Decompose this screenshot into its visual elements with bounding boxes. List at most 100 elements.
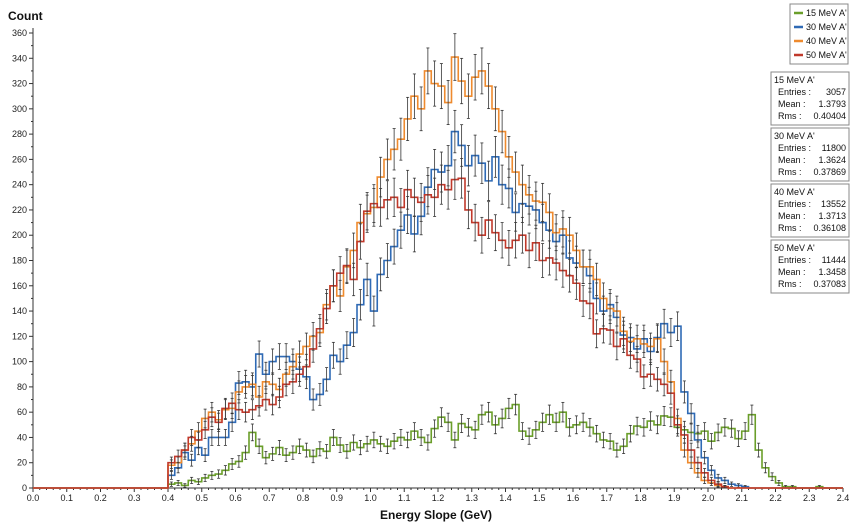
error-bar	[183, 483, 187, 488]
error-bar	[716, 473, 720, 482]
error-bar	[473, 54, 477, 101]
x-tick-label: 0.3	[128, 493, 141, 503]
error-bar	[527, 427, 531, 445]
y-tick-label: 180	[12, 256, 27, 266]
error-bar	[635, 345, 639, 373]
error-bar	[601, 282, 605, 315]
y-tick-label: 160	[12, 281, 27, 291]
stats-box-border	[770, 239, 850, 294]
error-bar	[257, 395, 261, 417]
error-bar	[277, 343, 281, 370]
stats-box-border	[770, 127, 850, 182]
error-bar	[568, 216, 572, 254]
x-tick-label: 1.2	[432, 493, 445, 503]
error-bar	[642, 364, 646, 390]
error-bar	[345, 444, 349, 459]
error-bar	[325, 293, 329, 324]
stats-mean-label: Mean :	[778, 211, 806, 221]
error-bar	[271, 393, 275, 416]
error-bar	[358, 289, 362, 321]
error-bar	[453, 431, 457, 449]
error-bar	[338, 256, 342, 291]
error-bar	[669, 407, 673, 428]
error-bar	[689, 442, 693, 458]
error-bar	[385, 243, 389, 278]
error-bar	[264, 388, 268, 411]
x-tick-label: 1.4	[499, 493, 512, 503]
error-bar	[500, 109, 504, 154]
error-bar	[311, 449, 315, 464]
error-bar	[325, 444, 329, 459]
error-bar	[547, 193, 551, 232]
error-bar	[419, 429, 423, 446]
x-tick-label: 0.6	[229, 493, 242, 503]
error-bar	[203, 473, 207, 482]
error-bar	[696, 431, 700, 449]
x-axis-title: Energy Slope (GeV)	[380, 508, 492, 522]
stats-rms-value: 0.37869	[813, 167, 846, 177]
error-bar	[669, 381, 673, 405]
error-bar	[169, 470, 173, 480]
x-tick-label: 0.1	[60, 493, 73, 503]
error-bar	[169, 456, 173, 469]
error-bar	[412, 73, 416, 119]
stats-box: 15 MeV A' Entries : 3057 Mean : 1.3793 Rms : 0…	[770, 71, 850, 126]
error-bar	[757, 442, 761, 458]
error-bar	[190, 476, 194, 484]
error-bar	[534, 420, 538, 439]
legend: 15 MeV A' 30 MeV A' 40 MeV A' 50 MeV A'	[789, 3, 849, 65]
y-tick-label: 200	[12, 230, 27, 240]
error-bar	[608, 433, 612, 450]
error-bar	[682, 380, 686, 404]
error-bar	[426, 175, 430, 215]
error-bar	[453, 33, 457, 81]
x-tick-label: 0.9	[330, 493, 343, 503]
error-bar	[487, 401, 491, 423]
error-bar	[507, 397, 511, 419]
stats-mean-label: Mean :	[778, 267, 806, 277]
error-bar	[493, 415, 497, 435]
stats-entries-label: Entries :	[778, 143, 811, 153]
error-bar	[372, 184, 376, 223]
error-bar	[257, 340, 261, 368]
error-bar	[203, 420, 207, 439]
error-bar	[547, 240, 551, 276]
y-tick-label: 240	[12, 180, 27, 190]
error-bar	[642, 330, 646, 358]
axes-group: 0 20 40 60 80 100 120 140 160 180 200 220 240 260 280 3…	[12, 28, 849, 503]
error-bar	[595, 424, 599, 443]
error-bar	[500, 164, 504, 205]
error-bar	[223, 397, 227, 419]
y-tick-label: 340	[12, 53, 27, 63]
error-bar	[676, 311, 680, 341]
error-bar	[406, 431, 410, 449]
error-bar	[487, 160, 491, 201]
stats-entries-label: Entries :	[778, 255, 811, 265]
error-bar	[520, 422, 524, 441]
error-bar	[460, 57, 464, 105]
error-bar	[331, 429, 335, 446]
error-bar	[426, 47, 430, 95]
error-bar	[399, 117, 403, 161]
stats-mean-value: 1.3793	[818, 99, 846, 109]
error-bar	[642, 418, 646, 437]
error-bar	[716, 423, 720, 442]
error-bar	[568, 258, 572, 293]
error-bar	[723, 418, 727, 437]
error-bar	[453, 159, 457, 200]
error-bar	[588, 249, 592, 284]
series-0	[33, 393, 843, 489]
stats-entries-value: 11444	[822, 255, 846, 265]
error-bar	[338, 437, 342, 453]
stats-rms-label: Rms :	[778, 167, 802, 177]
stats-box: 40 MeV A' Entries : 13552 Mean : 1.3713 Rms :…	[770, 183, 850, 238]
error-bar	[466, 73, 470, 119]
error-bar	[649, 411, 653, 431]
error-bar	[412, 422, 416, 441]
error-bar	[615, 332, 619, 361]
x-tick-label: 1.5	[533, 493, 546, 503]
error-bar	[655, 324, 659, 353]
error-bar	[709, 433, 713, 450]
error-bar	[581, 412, 585, 432]
